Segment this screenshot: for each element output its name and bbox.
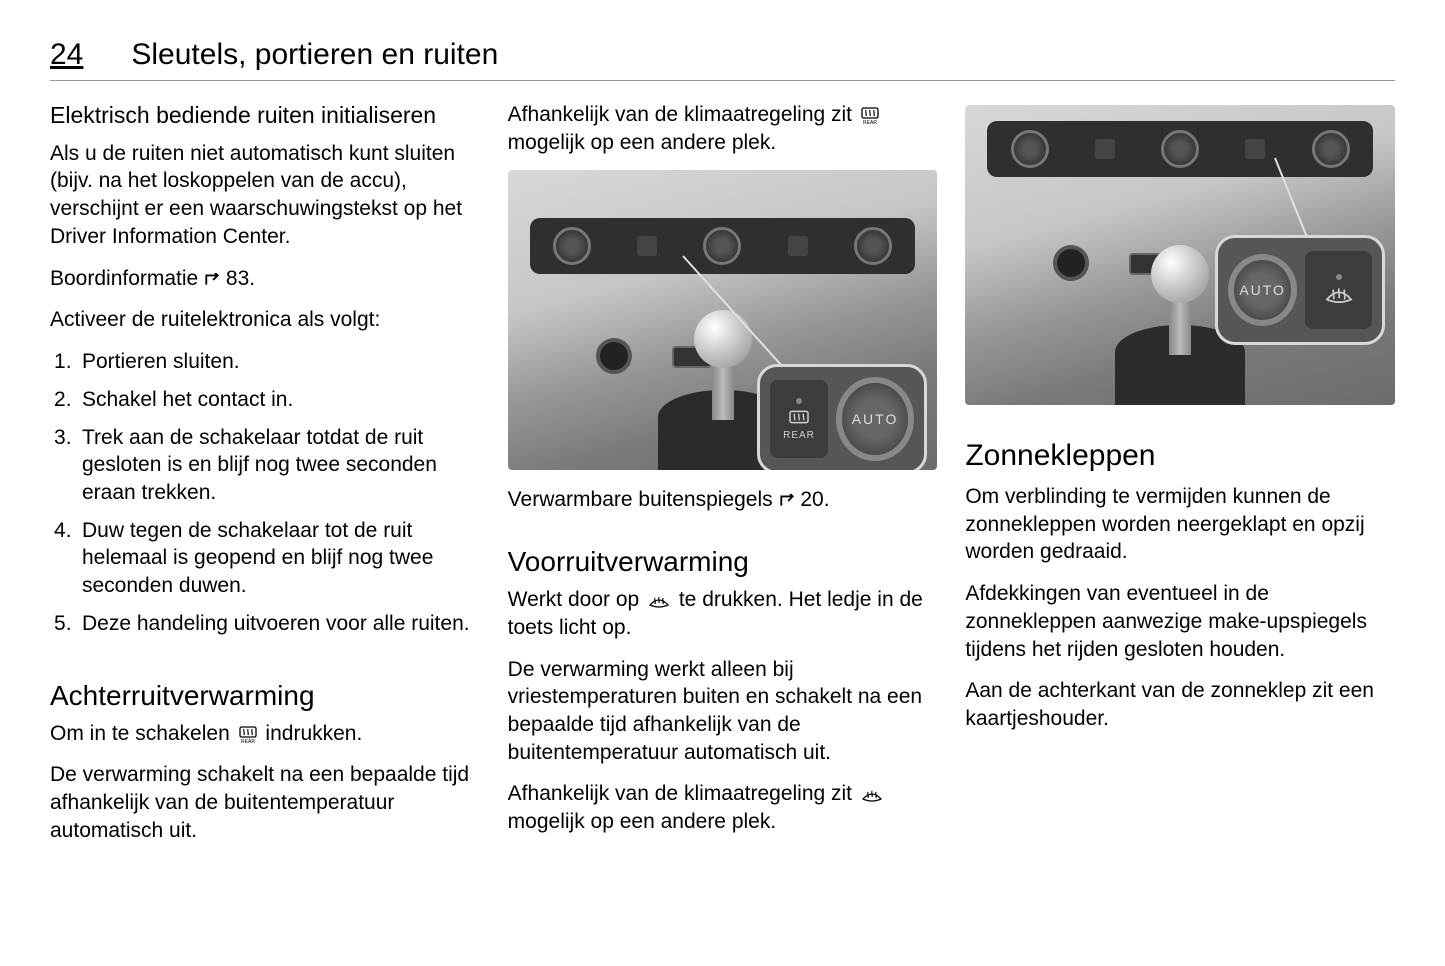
xref-arrow-icon [779,494,795,508]
panel-button [637,236,657,256]
front-defrost-button [1305,251,1372,329]
dial [1312,130,1350,168]
button-label: REAR [783,430,815,441]
column-1: Elektrisch bediende ruiten initialiseren… [50,101,480,858]
chapter-title: Sleutels, portieren en ruiten [131,38,498,72]
paragraph: De verwarming werkt alleen bij vriestemp… [508,656,938,767]
climate-panel [987,121,1373,177]
panel-button [1245,139,1265,159]
text: Afhankelijk van de klimaatregeling zit [508,782,858,805]
column-2: Afhankelijk van de klimaatregeling zit m… [508,101,938,858]
callout-detail: REAR AUTO [757,364,927,470]
dial [1011,130,1049,168]
power-socket [596,338,632,374]
dial [703,227,741,265]
paragraph: Aan de achterkant van de zonneklep zit e… [965,677,1395,732]
text: Werkt door op [508,588,645,611]
dial [553,227,591,265]
heading-rear-heating: Achterruitverwarming [50,680,480,712]
paragraph: De verwarming schakelt na een bepaalde t… [50,761,480,844]
front-defrost-icon [860,787,884,803]
list-item: Duw tegen de schakelaar tot de ruit hele… [50,517,480,600]
list-item: Trek aan de schakelaar totdat de ruit ge… [50,424,480,507]
paragraph: Afdekkingen van eventueel in de zonnekle… [965,580,1395,663]
column-3: AUTO Zonnekleppen Om verblinding te verm… [965,101,1395,858]
subheading-init-windows: Elektrisch bediende ruiten initialiseren [50,101,480,130]
xref-number: 20. [800,488,829,511]
rear-defrost-button: REAR [770,380,827,458]
front-defrost-icon [1324,284,1354,306]
paragraph: Afhankelijk van de klimaatregeling zit m… [508,780,938,835]
paragraph-xref: Verwarmbare buitenspiegels 20. [508,486,938,514]
list-item: Deze handeling uitvoeren voor alle ruite… [50,610,480,638]
page-header: 24 Sleutels, portieren en ruiten [50,38,1395,81]
paragraph: Om in te schakelen indrukken. [50,720,480,748]
auto-knob: AUTO [836,377,915,461]
dial [1161,130,1199,168]
xref-number: 83. [226,267,255,290]
list-item: Portieren sluiten. [50,348,480,376]
dial [854,227,892,265]
heading-sun-visors: Zonnekleppen [965,439,1395,473]
text: Boordinformatie [50,267,204,290]
content-columns: Elektrisch bediende ruiten initialiseren… [50,101,1395,858]
paragraph: Werkt door op te drukken. Het ledje in d… [508,586,938,641]
paragraph: Activeer de ruitelektronica als volgt: [50,306,480,334]
paragraph-xref: Boordinformatie 83. [50,265,480,293]
xref-arrow-icon [204,273,220,287]
figure-front-defrost: AUTO [965,105,1395,405]
rear-defrost-icon [238,724,258,744]
text: Afhankelijk van de klimaatregeling zit [508,103,858,126]
text: indrukken. [260,722,363,745]
figure-rear-defrost: REAR AUTO [508,170,938,470]
text: mogelijk op een andere plek. [508,131,777,154]
callout-detail: AUTO [1215,235,1385,345]
paragraph: Als u de ruiten niet automatisch kunt sl… [50,140,480,251]
text: mogelijk op een andere plek. [508,810,777,833]
text: Verwarmbare buitenspiegels [508,488,779,511]
paragraph: Afhankelijk van de klimaatregeling zit m… [508,101,938,156]
paragraph: Om verblinding te vermijden kunnen de zo… [965,483,1395,566]
auto-knob: AUTO [1228,254,1297,326]
front-defrost-icon [647,593,671,609]
power-socket [1053,245,1089,281]
rear-defrost-icon [788,408,810,426]
heading-front-heating: Voorruitverwarming [508,546,938,578]
list-item: Schakel het contact in. [50,386,480,414]
page-number: 24 [50,38,83,72]
procedure-list: Portieren sluiten. Schakel het contact i… [50,348,480,647]
panel-button [788,236,808,256]
text: Om in te schakelen [50,722,236,745]
climate-panel [530,218,916,274]
rear-defrost-icon [860,105,880,125]
panel-button [1095,139,1115,159]
